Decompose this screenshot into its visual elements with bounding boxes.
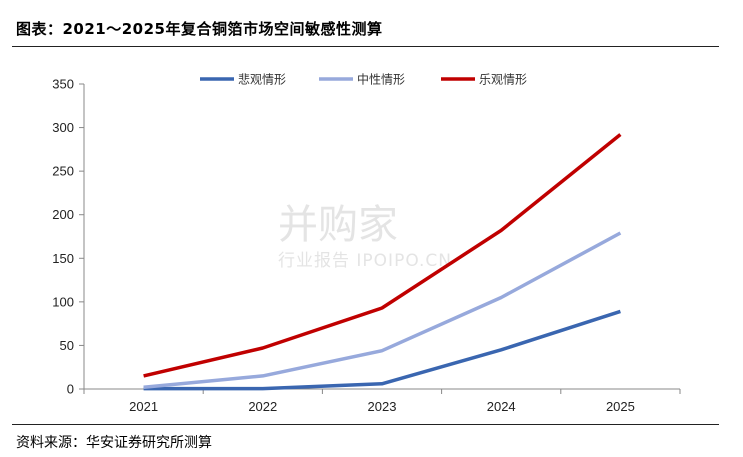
legend-label-1: 中性情形 xyxy=(357,72,405,87)
y-tick-label: 100 xyxy=(52,294,74,309)
x-tick-label: 2023 xyxy=(368,399,397,414)
title-divider xyxy=(12,46,719,47)
y-tick-label: 300 xyxy=(52,120,74,135)
watermark-main: 并购家 xyxy=(278,202,398,248)
watermark-sub: 行业报告 IPOIPO.CN xyxy=(278,251,452,271)
x-tick-label: 2022 xyxy=(248,399,277,414)
legend: 悲观情形 中性情形 乐观情形 xyxy=(200,72,527,87)
legend-label-0: 悲观情形 xyxy=(238,72,286,87)
chart-title: 图表：2021～2025年复合铜箔市场空间敏感性测算 xyxy=(16,20,383,38)
y-tick-label: 250 xyxy=(52,164,74,179)
y-tick-label: 50 xyxy=(60,338,74,353)
y-tick-label: 150 xyxy=(52,251,74,266)
source-note: 资料来源：华安证券研究所测算 xyxy=(16,435,212,451)
series-line-2 xyxy=(143,133,622,378)
x-tick-label: 2021 xyxy=(129,399,158,414)
x-tick-label: 2025 xyxy=(606,399,635,414)
footer-divider xyxy=(12,424,719,425)
axes: 0 50 100 150 200 250 300 350 2021 2022 2023 2024 202… xyxy=(52,77,681,414)
x-tick-label: 2024 xyxy=(487,399,516,414)
legend-label-2: 乐观情形 xyxy=(479,73,527,87)
y-tick-label: 0 xyxy=(67,382,74,397)
series-line-0 xyxy=(143,309,621,391)
y-tick-label: 350 xyxy=(52,77,74,92)
series-line-1 xyxy=(143,231,622,390)
watermark: 并购家 行业报告 IPOIPO.CN xyxy=(278,202,452,271)
y-tick-label: 200 xyxy=(52,207,74,222)
series-lines xyxy=(143,133,622,391)
